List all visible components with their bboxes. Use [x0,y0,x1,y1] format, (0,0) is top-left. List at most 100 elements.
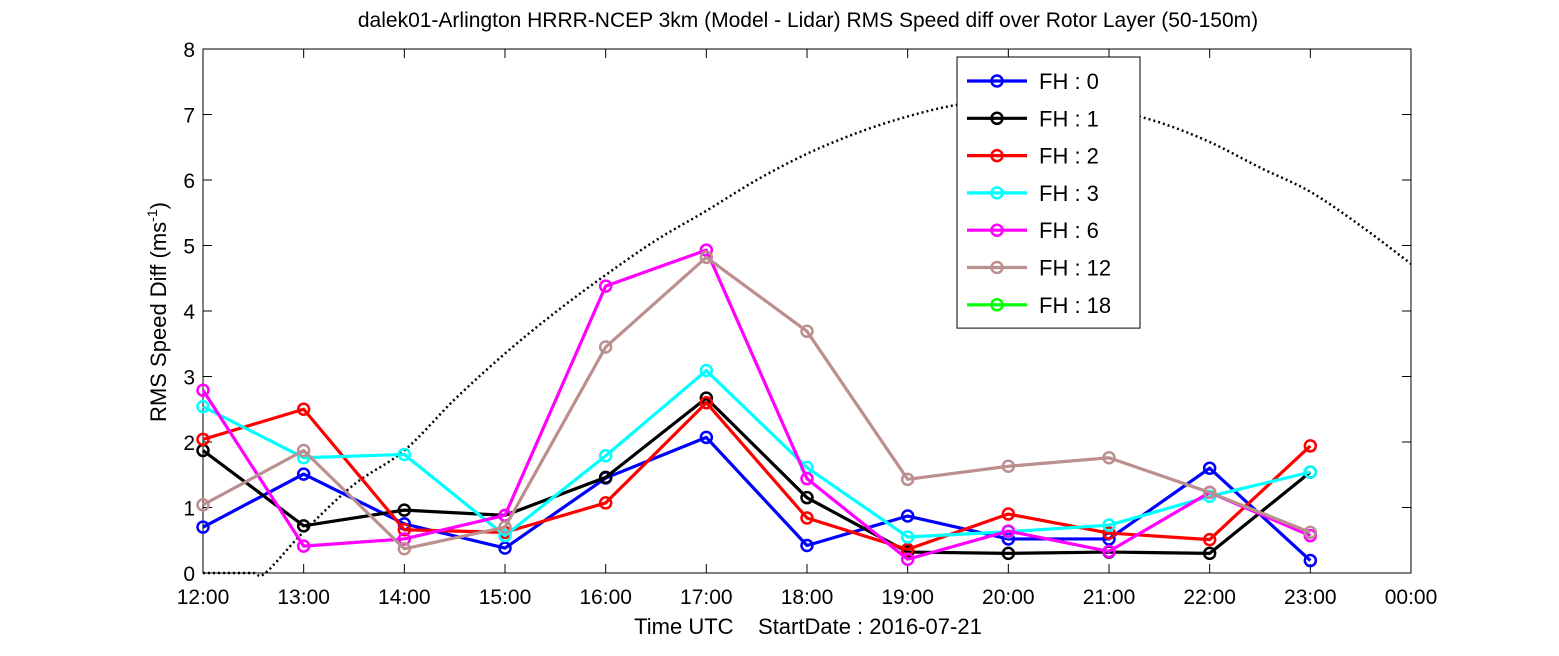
legend-swatch-marker [990,186,1004,200]
data-point [598,470,613,485]
plot-border [202,48,1412,574]
data-point [800,511,814,525]
data-point [196,498,210,512]
data-point [296,519,311,533]
data-point [598,496,613,510]
data-point [196,520,210,534]
series-line [202,435,1312,562]
data-point [1202,485,1217,500]
data-point [598,340,613,354]
data-point [296,402,311,416]
data-point [800,324,814,339]
data-point [1303,525,1318,540]
x-tick-label: 20:00 [982,586,1035,609]
x-axis-label: Time UTC StartDate : 2016-07-21 [634,614,982,639]
legend-label: FH : 1 [1039,106,1099,131]
x-tick-label: 13:00 [277,586,330,609]
series-line [202,396,1312,555]
x-tick-label: 23:00 [1284,586,1337,609]
data-point [498,528,512,543]
legend-swatch-marker [990,111,1004,126]
data-point [196,399,210,414]
data-point [699,363,714,378]
legend-swatch-marker [990,223,1004,237]
data-point [1102,544,1116,559]
legend-label: FH : 12 [1039,256,1111,281]
legend-label: FH : 3 [1039,181,1099,206]
data-point [1303,553,1318,568]
x-tick-label: 12:00 [177,586,230,609]
data-point [1102,526,1116,540]
x-axis: 12:00 13:00 14:00 15:00 16:00 17:00 18:00 19:00… [177,49,1437,609]
data-point [1001,507,1016,521]
data-point [397,523,412,537]
y-axis-label-end: ) [146,202,171,209]
y-tick-label: 8 [183,39,195,62]
data-point [699,250,714,265]
data-point [397,447,412,462]
data-point [1303,439,1318,453]
data-point [598,279,613,293]
data-point [1202,546,1217,561]
x-tick-label: 22:00 [1183,586,1236,609]
legend-swatch-marker [990,74,1004,88]
y-tick-label: 1 [183,498,195,521]
data-point [900,530,915,544]
data-point [1202,461,1217,475]
plot-frame [202,48,1412,574]
y-axis-label: RMS Speed Diff (ms-1) [144,202,171,422]
y-axis-label-main: RMS Speed Diff (ms [146,222,171,422]
x-tick-label: 14:00 [378,586,431,609]
series-line [202,369,1311,539]
legend: FH : 0 FH : 1 FH : 2 FH : 3 FH : 6 FH : 12 FH … [956,56,1141,329]
data-point [900,509,915,523]
data-point [1102,518,1116,532]
data-point [1001,524,1016,538]
y-tick-label: 6 [183,170,195,193]
y-tick-label: 3 [183,367,195,390]
series-layer [196,243,1318,568]
x-tick-label: 18:00 [781,586,834,609]
legend-label: FH : 0 [1039,69,1099,94]
data-point [598,449,613,463]
series-line [202,255,1311,551]
y-tick-label: 4 [183,301,195,324]
chart-title: dalek01-Arlington HRRR-NCEP 3km (Model -… [358,9,1258,32]
data-point [296,539,311,553]
data-point [196,383,210,398]
data-point [800,490,814,505]
data-point [699,243,714,257]
x-tick-label: 16:00 [579,586,632,609]
legend-swatch-marker [990,148,1004,163]
data-point [397,503,412,517]
series-line [201,248,1311,561]
x-tick-label: 17:00 [680,586,733,609]
x-tick-label: 15:00 [479,586,532,609]
data-point [1001,546,1016,561]
data-point [699,430,714,445]
legend-label: FH : 2 [1039,144,1099,169]
data-point [1102,450,1116,465]
x-tick-label: 19:00 [881,586,934,609]
data-point [498,520,512,534]
data-point [1001,459,1016,473]
data-point [699,395,714,410]
data-point [900,472,915,487]
y-tick-label: 0 [183,563,195,586]
data-point [296,443,311,458]
data-point [1001,532,1016,546]
legend-swatch-marker [990,298,1004,312]
legend-label: FH : 6 [1039,218,1099,243]
data-point [800,471,814,486]
data-point [1303,465,1318,479]
data-point [1202,532,1217,547]
data-point [196,432,210,447]
series-fh-0 [196,430,1318,568]
series-line [202,401,1312,552]
data-point [296,467,311,481]
data-point [498,541,512,555]
y-tick-label: 5 [183,236,195,259]
y-tick-label: 7 [183,105,195,128]
x-tick-label: 21:00 [1083,586,1136,609]
